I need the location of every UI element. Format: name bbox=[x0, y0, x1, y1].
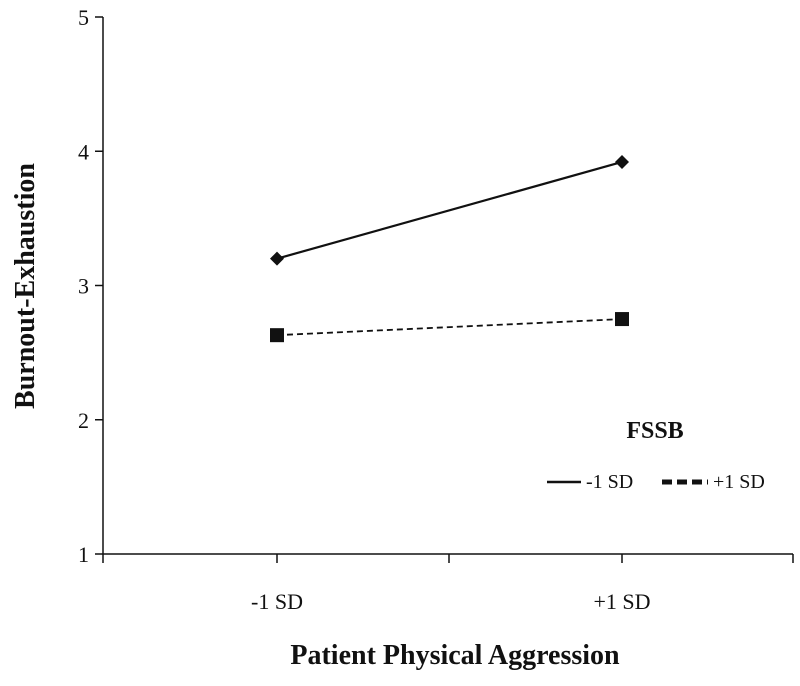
y-axis-title: Burnout-Exhaustion bbox=[10, 163, 41, 409]
x-tick-label: +1 SD bbox=[593, 589, 650, 614]
axes bbox=[102, 17, 793, 555]
series-line-plus-1-sd bbox=[276, 318, 623, 337]
x-axis-title: Patient Physical Aggression bbox=[290, 640, 620, 671]
data-point-square bbox=[615, 312, 629, 327]
y-tick-label: 5 bbox=[78, 5, 89, 30]
y-tick-label: 4 bbox=[78, 139, 89, 164]
y-tick-label: 2 bbox=[78, 408, 89, 433]
series-layer bbox=[270, 154, 629, 343]
y-tick-label: 3 bbox=[78, 274, 89, 299]
x-tick-label: -1 SD bbox=[251, 589, 303, 614]
y-tick-label: 1 bbox=[78, 542, 89, 567]
data-point-diamond bbox=[615, 154, 629, 169]
legend-label-plus-1-sd: +1 SD bbox=[713, 471, 765, 493]
legend-title: FSSB bbox=[626, 418, 683, 444]
data-point-square bbox=[270, 328, 284, 343]
legend-label-minus-1-sd: -1 SD bbox=[586, 471, 633, 493]
x-ticks: -1 SD +1 SD bbox=[102, 554, 794, 614]
y-ticks: 1 2 3 4 5 bbox=[78, 5, 103, 567]
data-point-diamond bbox=[270, 251, 284, 266]
series-line-minus-1-sd bbox=[276, 160, 623, 260]
legend: FSSB -1 SD +1 SD bbox=[547, 418, 765, 493]
